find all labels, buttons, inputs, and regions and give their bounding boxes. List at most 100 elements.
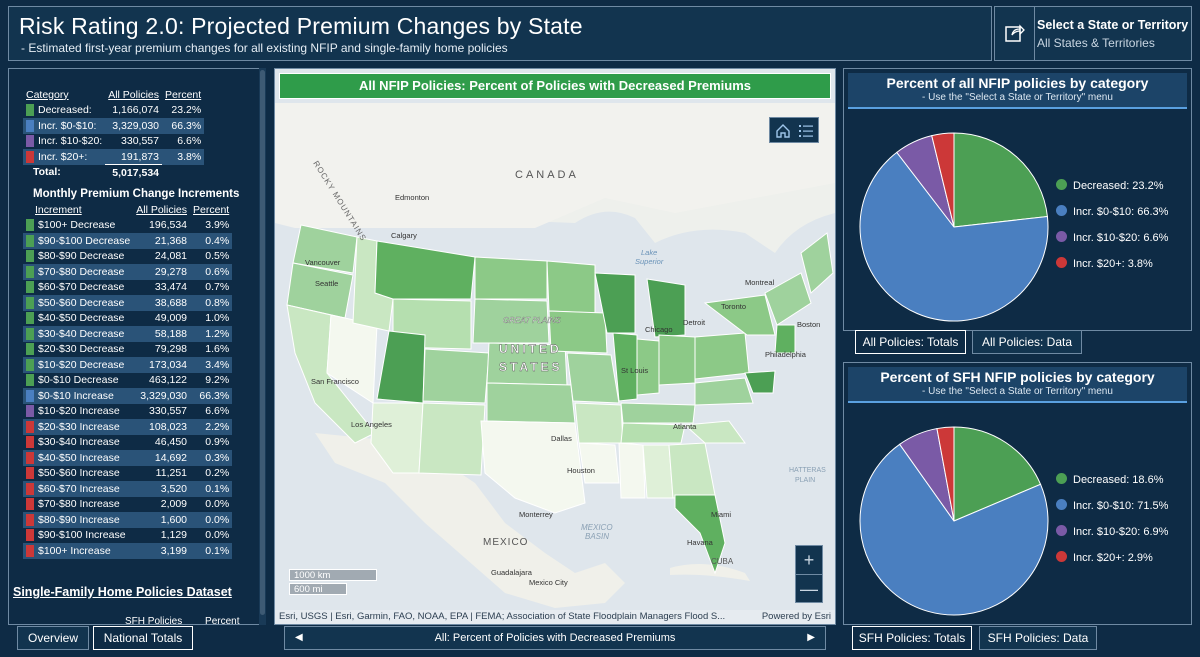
increment-percent: 2.2% — [205, 420, 230, 433]
zoom-control: + — — [795, 545, 823, 603]
city-atlanta: Atlanta — [673, 422, 697, 431]
category-value: 191,873 — [121, 150, 159, 163]
zoom-in-button[interactable]: + — [803, 550, 815, 570]
increment-swatch — [26, 436, 34, 449]
sfh-dataset-link[interactable]: Single-Family Home Policies Dataset — [13, 585, 232, 599]
increment-swatch — [26, 451, 34, 464]
category-swatch — [26, 150, 34, 163]
share-arrow-icon — [1005, 24, 1025, 42]
increment-percent: 1.6% — [205, 343, 230, 356]
pie2-title: Percent of SFH NFIP policies by category — [880, 369, 1155, 385]
increment-swatch — [26, 250, 34, 263]
tab-all-policies-totals[interactable]: All Policies: Totals — [855, 330, 966, 354]
pie-slice-incr-0-10[interactable] — [859, 151, 1049, 322]
total-value: 5,017,534 — [105, 164, 162, 180]
map-label-lake2: Superior — [635, 257, 664, 266]
increment-percent: 0.2% — [205, 467, 230, 480]
city-dallas: Dallas — [551, 434, 572, 443]
map-label-mexico-basin1: MEXICO — [581, 523, 613, 532]
category-swatch — [26, 104, 34, 117]
increment-label: $0-$10 Increase — [23, 388, 133, 404]
increment-label: $0-$10 Decrease — [23, 373, 133, 389]
increment-swatch — [26, 420, 34, 433]
increment-label: $80-$90 Decrease — [23, 249, 133, 265]
category-row: Incr. $10-$20: 330,557 6.6% — [23, 134, 204, 150]
increment-value: 21,368 — [154, 234, 188, 247]
map-panel: CANADA UNITED STATES MEXICO GREAT PLAINS… — [274, 68, 836, 625]
city-havana: Havana — [687, 538, 714, 547]
sfh-table-header: SFH Policies Percent — [13, 616, 240, 624]
pie-chart-all[interactable] — [854, 127, 1054, 327]
increment-label: $20-$30 Decrease — [23, 342, 133, 358]
zoom-out-button[interactable]: — — [796, 574, 822, 602]
tab-all-policies-data[interactable]: All Policies: Data — [972, 330, 1082, 354]
increment-value: 463,122 — [149, 374, 188, 387]
page-title: Risk Rating 2.0: Projected Premium Chang… — [19, 13, 583, 39]
tab-overview[interactable]: Overview — [17, 626, 89, 650]
city-vancouver: Vancouver — [305, 258, 341, 267]
summary-scrollbar[interactable] — [259, 68, 266, 625]
pie-panel-all: Percent of all NFIP policies by category… — [843, 68, 1192, 331]
header-panel: Risk Rating 2.0: Projected Premium Chang… — [8, 6, 992, 61]
increment-value: 79,298 — [154, 343, 188, 356]
city-montreal: Montreal — [745, 278, 775, 287]
tab-national-totals[interactable]: National Totals — [93, 626, 193, 650]
increment-row: $50-$60 Decrease 38,688 0.8% — [23, 295, 233, 311]
legend-list-icon[interactable] — [797, 122, 815, 140]
increment-label: $40-$50 Decrease — [23, 311, 133, 327]
pie2-subtitle: - Use the "Select a State or Territory" … — [922, 386, 1113, 397]
city-chicago: Chicago — [645, 325, 673, 334]
state-selector[interactable]: Select a State or Territory All States &… — [994, 6, 1192, 61]
pie-slice-incr-0-10[interactable] — [859, 443, 1049, 616]
prev-arrow-icon[interactable]: ◀ — [295, 632, 303, 643]
increment-swatch — [26, 312, 34, 325]
category-value: 1,166,074 — [112, 104, 159, 117]
city-st-louis: St Louis — [621, 366, 648, 375]
city-san-francisco: San Francisco — [311, 377, 359, 386]
increment-label: $50-$60 Increase — [23, 466, 133, 482]
increment-value: 58,188 — [154, 327, 188, 340]
legend-dot — [1056, 179, 1067, 190]
legend-item: Incr. $20+: 3.8% — [1056, 257, 1168, 283]
home-icon[interactable] — [774, 122, 792, 140]
tab-sfh-totals[interactable]: SFH Policies: Totals — [852, 626, 972, 650]
state-shapes[interactable] — [286, 224, 834, 575]
next-arrow-icon[interactable]: ▶ — [807, 632, 815, 643]
increment-row: $70-$80 Decrease 29,278 0.6% — [23, 264, 233, 280]
increment-row: $70-$80 Increase 2,009 0.0% — [23, 497, 232, 513]
increment-row: $10-$20 Decrease 173,034 3.4% — [23, 357, 233, 373]
city-los-angeles: Los Angeles — [351, 420, 392, 429]
increment-row: $40-$50 Increase 14,692 0.3% — [23, 450, 233, 466]
category-percent: 3.8% — [177, 150, 202, 163]
scale-bar: 1000 km 600 mi — [289, 569, 377, 597]
summary-scroll[interactable]: Category All Policies Percent Decreased:… — [9, 69, 259, 624]
city-houston: Houston — [567, 466, 595, 475]
scrollbar-thumb[interactable] — [260, 70, 265, 615]
legend-item: Incr. $0-$10: 71.5% — [1056, 499, 1168, 525]
legend-dot — [1056, 525, 1067, 536]
header-percent: Percent — [165, 88, 202, 101]
scale-mi: 600 mi — [289, 583, 347, 595]
increment-label: $20-$30 Increase — [23, 419, 133, 435]
selector-divider — [1034, 7, 1035, 60]
legend-dot — [1056, 473, 1067, 484]
pie1-title: Percent of all NFIP policies by category — [886, 75, 1149, 91]
increment-swatch — [26, 389, 34, 402]
increment-row: $90-$100 Increase 1,129 0.0% — [23, 528, 232, 544]
summary-panel: Category All Policies Percent Decreased:… — [8, 68, 266, 625]
pie-slice-incr-20[interactable] — [931, 132, 955, 228]
pie-slice-decreased[interactable] — [953, 132, 1048, 228]
category-label: Incr. $10-$20: — [23, 134, 105, 150]
map-label-lake1: Lake — [641, 248, 657, 257]
tab-sfh-data[interactable]: SFH Policies: Data — [979, 626, 1097, 650]
increment-swatch — [26, 513, 34, 526]
pie-chart-sfh[interactable] — [854, 421, 1054, 621]
powered-by-esri[interactable]: Powered by Esri — [761, 611, 831, 622]
increments-table: Increment All Policies Percent $100+ Dec… — [23, 202, 233, 559]
increment-swatch — [26, 358, 34, 371]
pie-slice-incr-20[interactable] — [936, 426, 955, 522]
us-map[interactable]: CANADA UNITED STATES MEXICO GREAT PLAINS… — [275, 103, 835, 613]
increments-table-header: Increment All Policies Percent — [23, 202, 232, 218]
pie-slice-decreased[interactable] — [953, 426, 1042, 522]
legend-dot — [1056, 231, 1067, 242]
